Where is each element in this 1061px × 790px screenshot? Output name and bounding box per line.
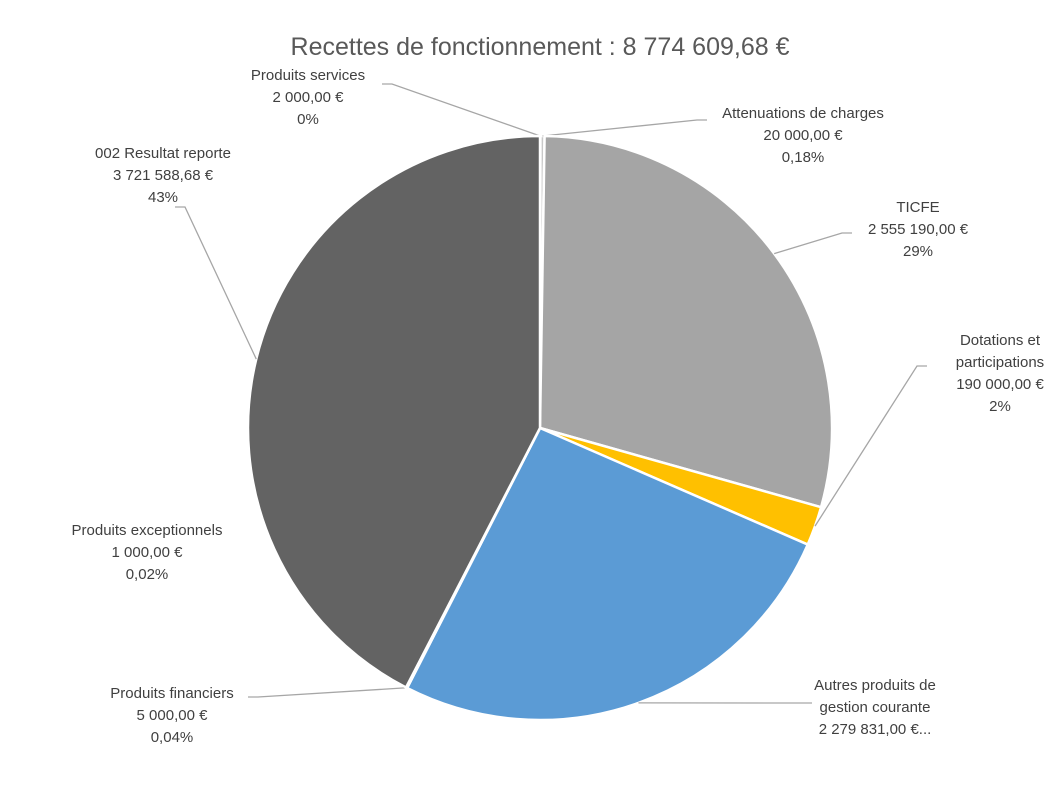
data-label: Attenuations de charges 20 000,00 € 0,18% <box>683 103 923 169</box>
label-text: 20 000,00 € <box>763 127 843 144</box>
label-text: 0,04% <box>150 729 194 746</box>
leader-line <box>248 687 407 698</box>
data-label: Autres produits de gestion courante 2 279… <box>795 675 955 741</box>
label-text: 1 000,00 € <box>111 544 183 561</box>
label-text: 190 000,00 € <box>956 376 1044 393</box>
label-text: 2 279 831,00 €... <box>818 721 932 738</box>
label-text: Produits financiers <box>110 685 234 702</box>
label-text: 2% <box>989 398 1011 415</box>
label-text: 5 000,00 € <box>136 707 208 724</box>
leader-line <box>773 232 852 255</box>
leader-line <box>382 83 541 137</box>
label-text: 3 721 588,68 € <box>112 167 214 184</box>
pie-slice <box>246 134 542 690</box>
label-text: 0,02% <box>125 566 169 583</box>
data-label: Dotations et participations 190 000,00 € 2… <box>930 330 1061 418</box>
label-text: 2 000,00 € <box>272 89 344 106</box>
label-text: Autres produits de gestion courante <box>814 677 936 716</box>
leader-line <box>175 206 257 360</box>
label-text: Produits exceptionnels <box>71 522 223 539</box>
leader-line <box>814 365 927 527</box>
label-text: 0,18% <box>781 149 825 166</box>
data-label: Produits financiers 5 000,00 € 0,04% <box>72 683 272 749</box>
data-label: Produits services 2 000,00 € 0% <box>208 65 408 131</box>
chart-title: Recettes de fonctionnement : 8 774 609,6… <box>291 33 790 61</box>
label-text: TICFE <box>896 199 940 216</box>
label-text: Produits services <box>250 67 366 84</box>
label-text: 43% <box>147 189 179 206</box>
label-text: 29% <box>902 243 934 260</box>
data-label: Produits exceptionnels 1 000,00 € 0,02% <box>37 520 257 586</box>
leader-line <box>542 119 707 137</box>
data-label: TICFE 2 555 190,00 € 29% <box>818 197 1018 263</box>
label-text: 0% <box>297 111 319 128</box>
label-text: Attenuations de charges <box>722 105 884 122</box>
label-text: 2 555 190,00 € <box>867 221 969 238</box>
label-text: Dotations et participations <box>955 332 1045 371</box>
data-label: 002 Resultat reporte 3 721 588,68 € 43% <box>53 143 273 209</box>
label-text: 002 Resultat reporte <box>95 145 231 162</box>
